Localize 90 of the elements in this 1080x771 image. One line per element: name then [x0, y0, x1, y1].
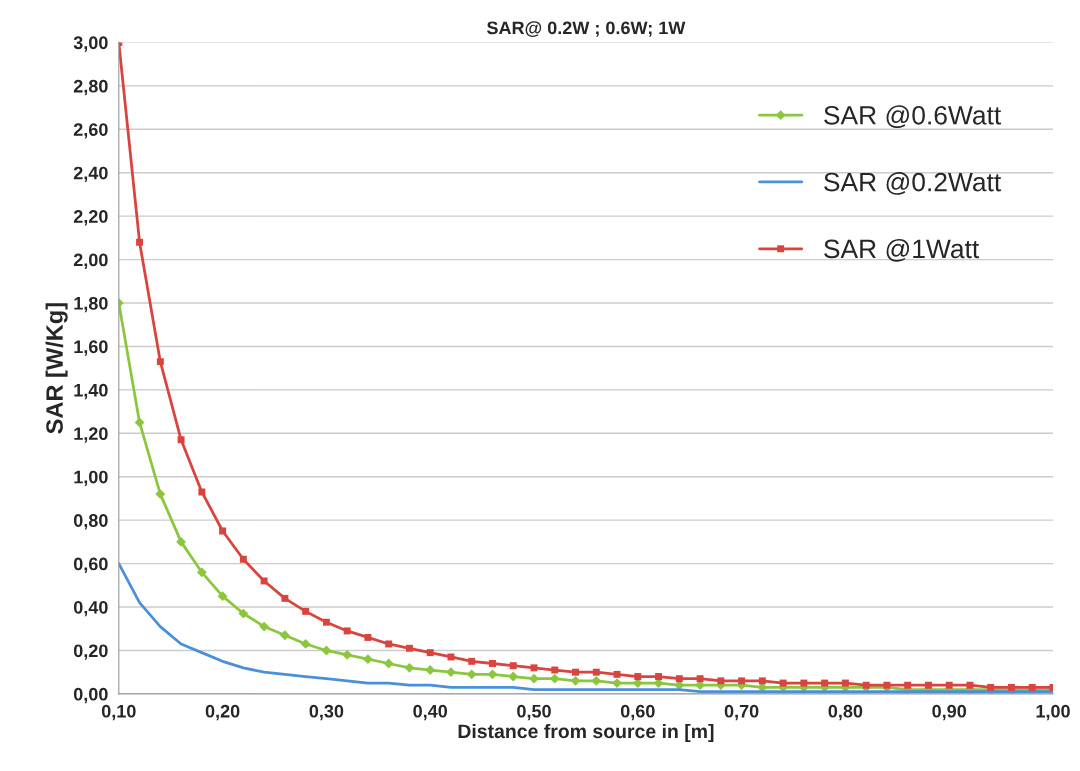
point — [570, 675, 581, 686]
point — [466, 669, 477, 680]
point — [634, 673, 642, 680]
point — [134, 417, 145, 428]
y-tick-label: 1,00 — [74, 470, 108, 487]
chart-title: SAR@ 0.2W ; 0.6W; 1W — [486, 21, 686, 37]
point — [468, 657, 476, 665]
x-tick-label: 0,40 — [413, 704, 448, 721]
point — [966, 681, 974, 689]
point — [924, 681, 932, 689]
x-axis-title: Distance from source in [m] — [458, 723, 714, 743]
point — [841, 679, 849, 687]
point — [821, 679, 829, 687]
point — [592, 668, 600, 676]
y-tick-label: 0,40 — [73, 600, 108, 617]
point — [489, 660, 496, 667]
point — [800, 679, 808, 687]
point — [176, 536, 186, 547]
legend-label: SAR @0.6Watt — [824, 105, 1002, 129]
point — [508, 671, 519, 682]
y-tick-label: 2,00 — [73, 253, 108, 269]
point — [196, 567, 207, 578]
point — [738, 677, 746, 685]
x-tick-label: 0,70 — [724, 704, 759, 721]
legend-label: SAR @1Watt — [824, 238, 980, 262]
point — [426, 649, 434, 657]
y-tick-label: 1,60 — [74, 340, 108, 356]
point — [364, 633, 372, 641]
point — [446, 667, 456, 678]
point — [259, 621, 270, 632]
point — [302, 607, 310, 615]
point — [155, 489, 166, 500]
y-tick-label: 1,40 — [74, 383, 108, 400]
point — [758, 677, 766, 685]
point — [321, 645, 332, 656]
point — [343, 627, 351, 635]
y-tick-label: 2,40 — [73, 166, 108, 183]
x-tick-label: 0,30 — [309, 704, 344, 721]
y-axis-title: SAR [W/Kg] — [45, 303, 68, 434]
point — [696, 675, 704, 683]
point — [198, 488, 206, 496]
point — [238, 608, 249, 619]
y-tick-label: 0,20 — [73, 644, 108, 660]
point — [279, 630, 290, 641]
x-tick-label: 0,20 — [205, 704, 240, 721]
point — [487, 669, 498, 680]
point — [342, 649, 353, 660]
y-tick-label: 2,60 — [73, 123, 108, 139]
point — [405, 644, 413, 652]
x-tick-label: 0,60 — [620, 704, 655, 721]
point — [385, 640, 393, 648]
point — [383, 658, 394, 669]
point — [529, 673, 539, 684]
y-tick-label: 0,60 — [73, 557, 108, 573]
x-tick-label: 1,00 — [1036, 704, 1070, 721]
point — [655, 673, 663, 680]
point — [904, 681, 912, 689]
point — [404, 662, 415, 673]
x-tick-label: 0,80 — [828, 704, 863, 721]
point — [177, 436, 185, 444]
point — [363, 654, 373, 665]
point — [591, 675, 602, 686]
y-tick-label: 0,00 — [73, 687, 108, 704]
y-tick-label: 1,80 — [74, 296, 108, 313]
y-tick-label: 1,20 — [74, 427, 108, 443]
point — [717, 677, 725, 685]
point — [136, 238, 144, 246]
point — [281, 594, 289, 602]
point — [217, 591, 228, 602]
point — [572, 668, 579, 676]
point — [779, 679, 787, 687]
point — [613, 670, 621, 678]
legend-label: SAR @0.2Watt — [824, 172, 1002, 195]
y-tick-label: 3,00 — [73, 36, 108, 52]
point — [675, 675, 683, 683]
point — [425, 665, 436, 675]
y-tick-label: 2,20 — [73, 210, 108, 226]
x-tick-label: 0,90 — [932, 704, 967, 721]
point — [862, 681, 870, 689]
x-tick-label: 0,50 — [517, 704, 551, 721]
point — [300, 639, 311, 649]
y-tick-label: 2,80 — [73, 79, 108, 96]
point — [945, 681, 953, 689]
point — [239, 555, 247, 563]
y-tick-label: 0,80 — [73, 514, 108, 530]
x-tick-label: 0,10 — [101, 704, 136, 721]
point — [883, 681, 891, 689]
point — [509, 662, 517, 670]
point — [156, 358, 164, 366]
point — [322, 618, 330, 626]
